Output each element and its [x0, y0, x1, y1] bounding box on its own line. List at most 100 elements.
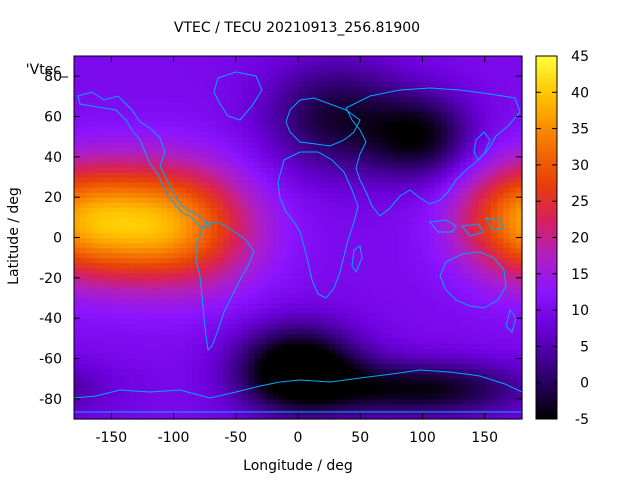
heatmap-cell [235, 187, 243, 193]
heatmap-cell [192, 111, 200, 118]
heatmap-cell [466, 91, 473, 97]
heatmap-cell [285, 177, 293, 183]
heatmap-cell [391, 308, 399, 314]
heatmap-cell [298, 86, 305, 92]
heatmap-cell [123, 101, 131, 108]
heatmap-cell [316, 343, 324, 350]
heatmap-cell [136, 363, 144, 370]
heatmap-cell [254, 373, 262, 380]
heatmap-cell [378, 262, 386, 269]
heatmap-cell [111, 202, 119, 208]
heatmap-cell [441, 328, 448, 334]
heatmap-cell [310, 358, 318, 365]
heatmap-cell [279, 121, 287, 128]
heatmap-cell [179, 292, 187, 299]
heatmap-cell [347, 298, 355, 304]
heatmap-cell [441, 121, 448, 128]
heatmap-cell [279, 343, 287, 350]
heatmap-cell [291, 177, 299, 183]
heatmap-cell [385, 272, 392, 279]
heatmap-cell [466, 141, 473, 148]
heatmap-cell [248, 287, 256, 294]
heatmap-cell [484, 262, 492, 269]
heatmap-cell [148, 282, 156, 289]
heatmap-cell [422, 298, 430, 304]
heatmap-cell [322, 272, 330, 279]
heatmap-cell [167, 338, 175, 344]
heatmap-cell [266, 328, 274, 334]
heatmap-cell [335, 363, 343, 370]
heatmap-cell [229, 348, 237, 355]
heatmap-cell [266, 318, 274, 324]
heatmap-cell [235, 237, 243, 244]
heatmap-cell [310, 413, 318, 420]
heatmap-cell [130, 86, 137, 92]
heatmap-cell [210, 156, 218, 163]
heatmap-cell [503, 207, 511, 213]
heatmap-cell [80, 348, 88, 355]
heatmap-cell [441, 197, 448, 203]
heatmap-cell [310, 272, 318, 279]
heatmap-cell [98, 353, 106, 360]
heatmap-cell [254, 111, 262, 118]
heatmap-cell [167, 323, 175, 329]
heatmap-cell [360, 217, 368, 223]
heatmap-cell [441, 378, 448, 385]
heatmap-cell [447, 192, 455, 198]
heatmap-cell [428, 156, 436, 163]
heatmap-cell [80, 252, 88, 259]
heatmap-cell [223, 66, 231, 72]
heatmap-cell [434, 308, 442, 314]
heatmap-cell [354, 166, 361, 173]
heatmap-cell [335, 343, 343, 350]
heatmap-cell [434, 363, 442, 370]
heatmap-cell [260, 232, 268, 239]
heatmap-cell [254, 171, 262, 178]
heatmap-cell [410, 358, 417, 365]
heatmap-cell [92, 217, 100, 223]
heatmap-cell [186, 242, 193, 249]
heatmap-cell [478, 156, 486, 163]
heatmap-cell [509, 373, 517, 380]
heatmap-cell [310, 403, 318, 410]
heatmap-cell [167, 378, 175, 385]
heatmap-cell [391, 343, 399, 350]
heatmap-cell [80, 96, 88, 102]
heatmap-cell [105, 146, 112, 153]
heatmap-cell [410, 403, 417, 410]
heatmap-cell [105, 126, 112, 133]
heatmap-cell [360, 232, 368, 239]
heatmap-cell [385, 187, 392, 193]
heatmap-cell [173, 378, 181, 385]
heatmap-cell [260, 111, 268, 118]
heatmap-cell [403, 328, 411, 334]
heatmap-cell [192, 116, 200, 123]
heatmap-cell [434, 313, 442, 319]
heatmap-cell [428, 141, 436, 148]
heatmap-cell [148, 287, 156, 294]
heatmap-cell [186, 187, 193, 193]
heatmap-cell [329, 257, 336, 264]
heatmap-cell [459, 161, 467, 168]
heatmap-cell [117, 267, 125, 274]
heatmap-cell [509, 212, 517, 218]
heatmap-cell [335, 126, 343, 133]
heatmap-cell [316, 237, 324, 244]
heatmap-cell [92, 101, 100, 108]
heatmap-cell [204, 318, 212, 324]
heatmap-cell [198, 217, 206, 223]
heatmap-cell [441, 292, 448, 299]
heatmap-cell [428, 318, 436, 324]
heatmap-cell [161, 333, 168, 339]
heatmap-cell [285, 96, 293, 102]
heatmap-cell [466, 333, 473, 339]
heatmap-cell [117, 328, 125, 334]
heatmap-cell [391, 252, 399, 259]
heatmap-cell [248, 272, 256, 279]
heatmap-cell [260, 298, 268, 304]
heatmap-cell [304, 151, 312, 158]
heatmap-cell [441, 81, 448, 87]
heatmap-cell [142, 121, 150, 128]
heatmap-cell [167, 292, 175, 299]
heatmap-cell [217, 383, 224, 390]
